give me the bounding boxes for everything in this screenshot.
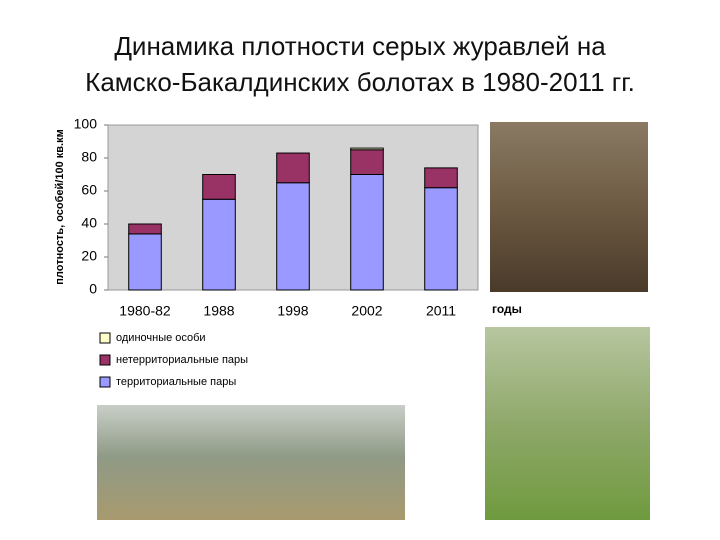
legend-label: территориальные пары	[116, 376, 236, 388]
x-tick-label: 1980-82	[119, 303, 171, 319]
bar-segment	[350, 174, 384, 291]
y-tick-label: 100	[74, 116, 98, 132]
x-tick-label: 1998	[277, 303, 308, 319]
photo-crane-swamp	[490, 122, 648, 292]
title: Динамика плотности серых журавлей на Кам…	[85, 31, 635, 97]
legend-label: одиночные особи	[116, 332, 206, 344]
legend-label: нетерриториальные пары	[116, 354, 248, 366]
bar-segment	[350, 149, 384, 175]
bar-segment	[202, 198, 236, 291]
x-tick-label: 2011	[426, 303, 456, 319]
bar-segment	[128, 223, 162, 235]
legend-swatch	[99, 354, 111, 366]
y-tick-label: 40	[81, 215, 97, 231]
bar-segment	[202, 174, 236, 200]
bar-segment	[276, 182, 310, 291]
photo-crane-forest	[485, 327, 650, 520]
y-axis-label: плотность, особей/100 кв.км	[54, 129, 66, 284]
y-tick-label: 80	[81, 149, 97, 165]
bar-segment	[276, 152, 310, 184]
bar-segment	[128, 233, 162, 291]
y-tick-label: 20	[81, 248, 97, 264]
bar-segment	[424, 167, 458, 189]
bar-segment	[424, 187, 458, 291]
legend-swatch	[99, 332, 111, 344]
x-axis-label: годы	[492, 302, 522, 316]
y-tick-label: 0	[89, 281, 97, 297]
legend-swatch	[99, 376, 111, 388]
photo-cranes-bog	[97, 405, 405, 520]
x-tick-label: 1988	[203, 303, 234, 319]
x-tick-label: 2002	[351, 303, 382, 319]
bar-segment	[350, 147, 384, 151]
y-tick-label: 60	[81, 182, 97, 198]
